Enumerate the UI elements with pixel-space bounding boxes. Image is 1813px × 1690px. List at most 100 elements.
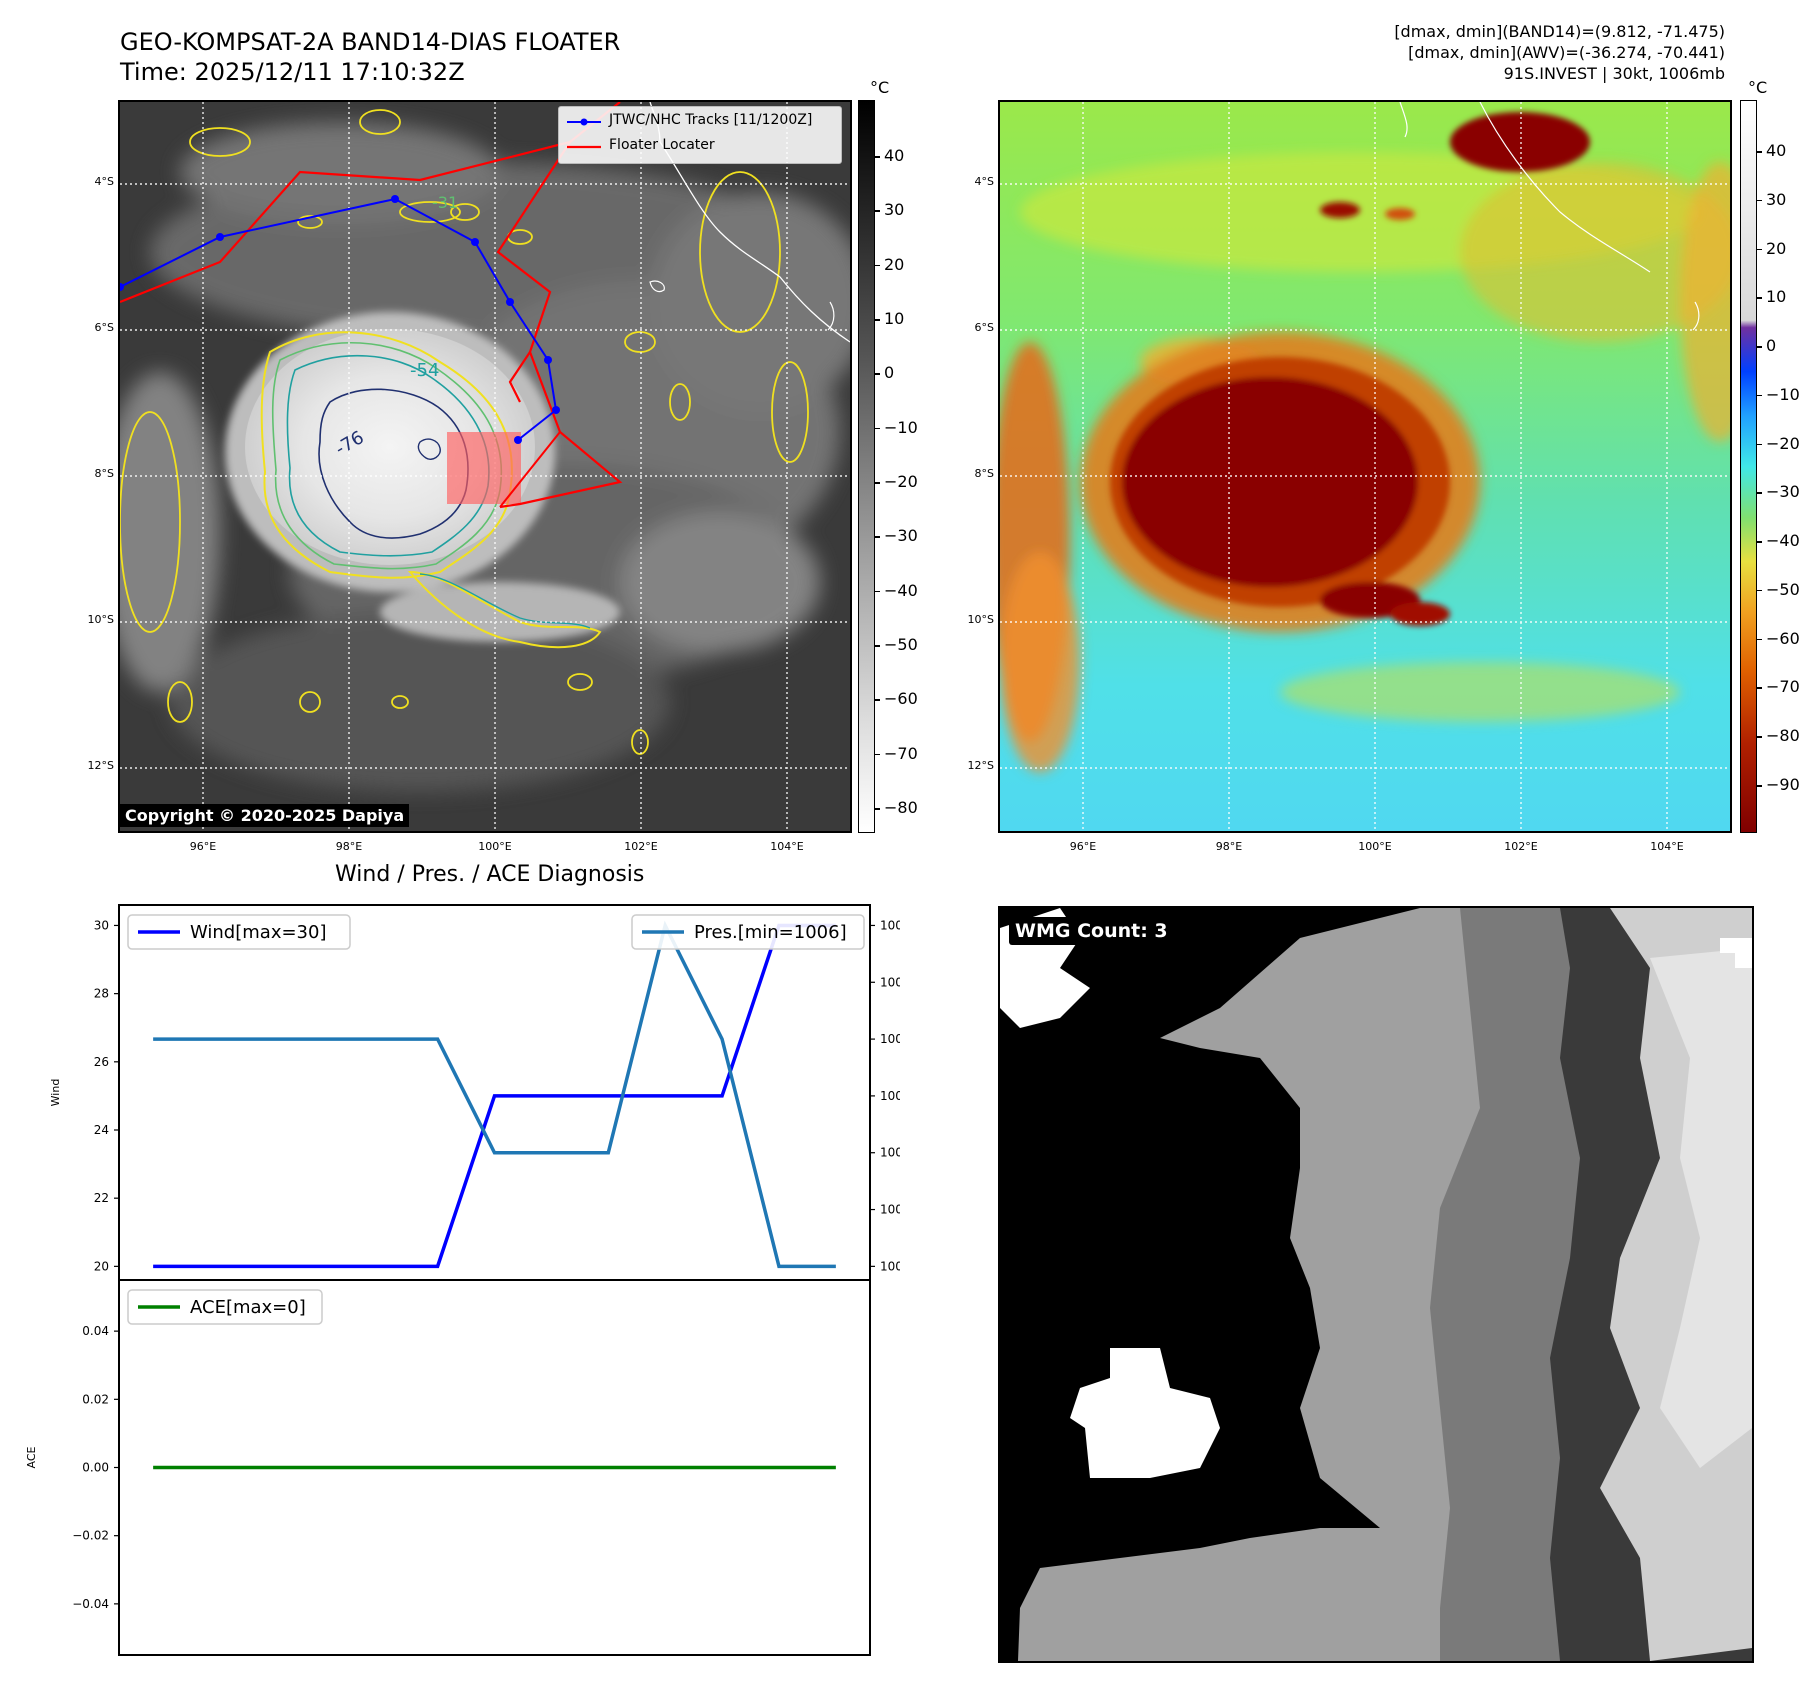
pressure-ytick-label: 1007.0 <box>880 1146 900 1160</box>
wind-ytick-label: 22 <box>94 1191 109 1205</box>
pressure-ytick-label: 1006.0 <box>880 1259 900 1273</box>
colorbar-tick-mark <box>875 536 880 538</box>
lat-label: 10°S <box>967 613 994 626</box>
colorbar-tick-label: −80 <box>1766 726 1800 746</box>
pressure-legend-label: Pres.[min=1006] <box>694 922 847 943</box>
colorbar-tick-label: −40 <box>884 580 918 600</box>
wind-axis-label: Wind <box>49 1079 62 1107</box>
colorbar-tick-mark <box>875 482 880 484</box>
colorbar-tick-mark <box>875 808 880 810</box>
ace-axis-label: ACE <box>25 1446 38 1468</box>
colorbar-tick-mark <box>1757 541 1762 543</box>
colorbar-tick-mark <box>875 753 880 756</box>
wind-ytick-label: 20 <box>94 1259 109 1273</box>
colorbar-tick-mark <box>875 427 880 430</box>
colorbar-tick-mark <box>1757 736 1762 738</box>
colorbar-tick-label: −10 <box>884 417 918 437</box>
colorbar-ir <box>858 100 875 833</box>
ace-ytick-label: 0.04 <box>82 1324 109 1338</box>
diagnosis-title: Wind / Pres. / ACE Diagnosis <box>335 862 645 887</box>
colorbar-tick-mark <box>1757 248 1762 251</box>
stats-band14: [dmax, dmin](BAND14)=(9.812, -71.475) <box>1394 22 1725 41</box>
wind-series-line <box>153 923 836 1269</box>
lon-label: 104°E <box>1650 840 1684 853</box>
wmg-canvas <box>1000 908 1752 1661</box>
colorbar-tick-mark <box>875 373 880 375</box>
colorbar-tick-label: 0 <box>884 363 895 383</box>
ace-ytick-label: 0.02 <box>82 1392 109 1406</box>
colorbar-tick-mark <box>1757 785 1762 787</box>
colorbar-tick-label: −20 <box>1766 433 1800 453</box>
wind-pressure-axes <box>118 904 871 1281</box>
ace-ytick-label: 0.00 <box>82 1461 109 1475</box>
wmg-count-badge: WMG Count: 3 <box>1009 917 1174 945</box>
pressure-ytick-label: 1009.0 <box>880 918 900 932</box>
colorbar-tick-mark <box>1757 394 1762 397</box>
colorbar-tick-label: 0 <box>1766 336 1777 356</box>
contour-label-31: -31 <box>432 193 459 212</box>
legend-locater-label: Floater Locater <box>609 137 715 153</box>
colorbar-tick-mark <box>875 264 880 267</box>
ir-map-canvas <box>120 102 850 831</box>
colorbar-tick-mark <box>1757 151 1762 153</box>
lon-label: 100°E <box>478 840 512 853</box>
colorbar-tick-label: −30 <box>1766 482 1800 502</box>
lat-label: 4°S <box>974 175 994 188</box>
ace-legend-label: ACE[max=0] <box>190 1297 306 1318</box>
pressure-legend-box <box>631 914 865 950</box>
colorbar-tick-mark <box>875 590 880 593</box>
colorbar-tick-label: −70 <box>1766 677 1800 697</box>
lon-label: 98°E <box>1215 840 1243 853</box>
colorbar-tick-label: 10 <box>884 309 905 328</box>
ace-ytick-label: −0.04 <box>72 1597 109 1611</box>
colorbar-tick-mark <box>1757 297 1762 299</box>
map-legend: JTWC/NHC Tracks [11/1200Z] Floater Locat… <box>558 106 842 164</box>
legend-tracks-label: JTWC/NHC Tracks [11/1200Z] <box>609 112 813 128</box>
lon-label: 100°E <box>1358 840 1392 853</box>
colorbar-tick-mark <box>1757 687 1762 689</box>
pressure-ytick-label: 1006.5 <box>880 1203 900 1217</box>
colorbar-tick-label: 20 <box>1766 238 1787 258</box>
colorbar-tick-label: −60 <box>884 689 918 709</box>
colorbar-tick-label: −90 <box>1766 775 1800 794</box>
colorbar-tick-mark <box>1757 346 1762 348</box>
colorbar-tick-label: −20 <box>884 472 918 491</box>
colorbar-tick-label: −70 <box>884 743 918 763</box>
wind-legend-label: Wind[max=30] <box>190 922 327 943</box>
awv-map-canvas <box>1000 102 1730 831</box>
contour-label-54: -54 <box>410 360 440 381</box>
lat-label: 6°S <box>974 321 994 334</box>
lat-label: 12°S <box>87 759 114 772</box>
colorbar-tick-label: −30 <box>884 526 918 546</box>
colorbar-tick-label: 40 <box>1766 141 1787 160</box>
pressure-series-line <box>153 920 836 1269</box>
colorbar-tick-mark <box>1757 492 1762 494</box>
awv-map-panel <box>998 100 1732 833</box>
pressure-ytick-label: 1007.5 <box>880 1089 900 1103</box>
copyright-badge: Copyright © 2020-2025 Dapiya <box>120 804 410 827</box>
lon-label: 102°E <box>624 840 658 853</box>
colorbar-tick-label: −80 <box>884 798 918 817</box>
wind-legend-box <box>127 914 351 950</box>
colorbar-tick-mark <box>1757 443 1762 446</box>
colorbar-tick-label: 10 <box>1766 287 1787 307</box>
colorbar-tick-mark <box>1757 638 1762 641</box>
colorbar-ir-unit: °C <box>870 78 890 97</box>
pressure-ytick-label: 1008.5 <box>880 975 900 989</box>
lat-label: 4°S <box>94 175 114 188</box>
colorbar-tick-label: −50 <box>884 635 918 654</box>
wind-ytick-label: 30 <box>94 918 109 932</box>
colorbar-tick-label: −50 <box>1766 579 1800 599</box>
lat-label: 8°S <box>974 467 994 480</box>
lat-label: 12°S <box>967 759 994 772</box>
ace-ytick-label: −0.02 <box>72 1529 109 1543</box>
lon-label: 102°E <box>1504 840 1538 853</box>
lon-label: 104°E <box>770 840 804 853</box>
colorbar-awv-unit: °C <box>1748 78 1768 97</box>
wind-ytick-label: 24 <box>94 1123 109 1137</box>
lat-label: 8°S <box>94 467 114 480</box>
diagnosis-chart: 30 28 26 24 22 20 1009.0 1008.5 1008.0 1007.5 1007… <box>25 904 900 1656</box>
colorbar-tick-mark <box>875 645 880 647</box>
colorbar-tick-label: 20 <box>884 254 905 274</box>
wmg-panel <box>998 906 1754 1663</box>
